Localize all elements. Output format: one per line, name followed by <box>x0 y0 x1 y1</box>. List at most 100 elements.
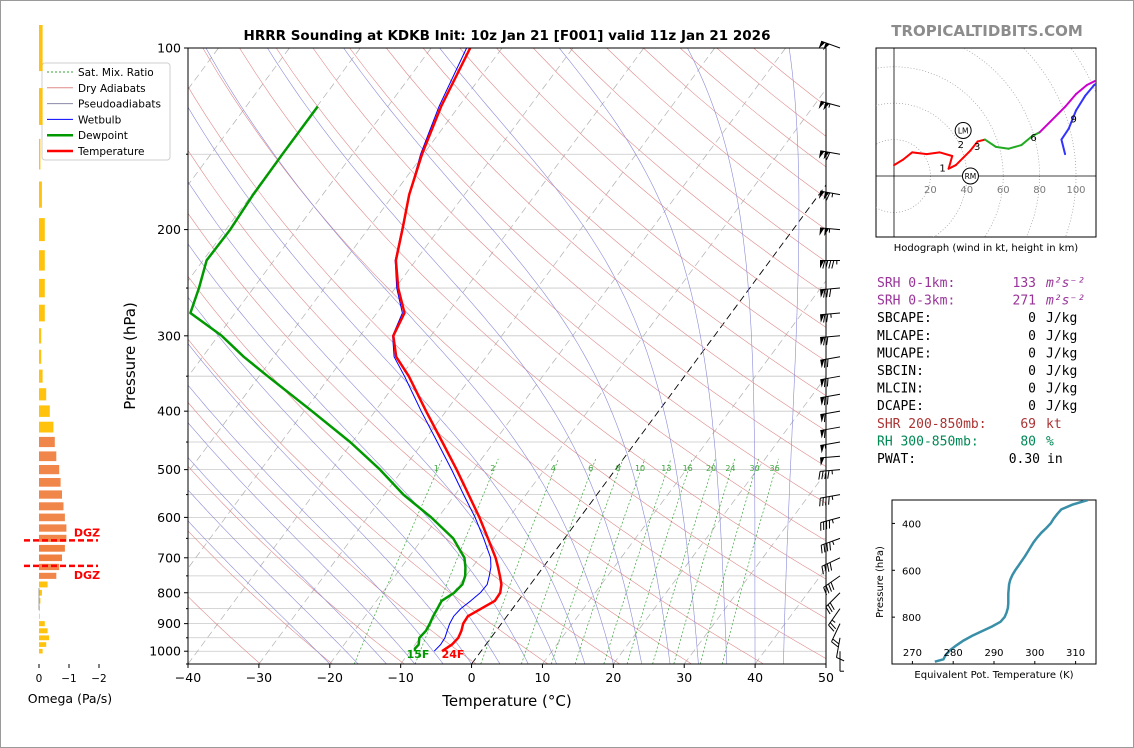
omega-tick-label: 0 <box>36 673 43 685</box>
wind-barb <box>831 623 841 648</box>
omega-bar <box>39 513 65 522</box>
omega-bar <box>39 490 62 499</box>
omega-bar <box>39 304 45 322</box>
mixing-ratio-label: 8 <box>616 464 621 473</box>
wind-barb <box>828 608 841 632</box>
pseudoadiabat <box>687 48 756 664</box>
theta-e-y-label: Pressure (hPa) <box>875 546 886 618</box>
parameter-label: SBCAPE: <box>877 311 932 326</box>
omega-bar <box>39 405 50 417</box>
dry-adiabat <box>422 48 826 396</box>
theta-e-x-label: Equivalent Pot. Temperature (K) <box>914 670 1073 681</box>
wind-barb <box>820 426 841 439</box>
parameter-row: DCAPE: 0 J/kg <box>877 399 1077 414</box>
hodograph-segment <box>902 151 914 161</box>
mixing-ratio-line <box>652 458 716 664</box>
hodograph-segment <box>969 140 979 152</box>
mixing-ratio-label: 30 <box>749 464 759 473</box>
legend-entry: Dewpoint <box>78 130 128 142</box>
y-tick-label: 700 <box>157 550 181 565</box>
hodograph-segment <box>1060 138 1067 156</box>
omega-bar <box>39 451 57 462</box>
wind-barb <box>820 335 841 346</box>
x-tick-label: −40 <box>175 670 201 685</box>
omega-bar <box>39 589 42 596</box>
omega-bar <box>39 278 45 298</box>
parameter-value: 0.30 <box>1009 452 1040 467</box>
pseudoadiabat <box>188 489 359 664</box>
wind-barb <box>820 441 841 454</box>
parameter-value: 80 <box>1020 434 1036 449</box>
theta-e-x-tick-label: 290 <box>984 648 1003 659</box>
mixing-ratio-label: 10 <box>635 464 645 473</box>
wind-barb <box>818 100 841 111</box>
mixing-ratio-line <box>550 458 624 664</box>
omega-tick-label: −2 <box>91 673 106 685</box>
parameter-row: SBCIN: 0 J/kg <box>877 364 1077 379</box>
parameter-label: RH 300-850mb: <box>877 434 979 449</box>
omega-bar <box>39 388 47 401</box>
hodograph-segment <box>1098 78 1105 80</box>
hodograph-height-label: 6 <box>1030 133 1036 144</box>
chart-legend: Sat. Mix. Ratio Dry Adiabats Pseudoadiabat… <box>41 62 171 161</box>
wind-barb <box>820 375 841 388</box>
parameter-value: 0 <box>1028 329 1036 344</box>
legend-entry: Pseudoadiabats <box>78 99 161 111</box>
parameter-value: 0 <box>1028 382 1036 397</box>
y-tick-label: 200 <box>157 222 181 237</box>
dry-adiabat <box>349 48 826 467</box>
hodograph-segment <box>1060 127 1070 141</box>
pseudoadiabat <box>188 296 501 664</box>
mixing-ratio-label: 4 <box>551 464 556 473</box>
wind-barb <box>818 469 841 480</box>
wind-barb <box>819 227 841 237</box>
omega-bar <box>39 181 42 208</box>
omega-bar <box>39 465 60 475</box>
omega-panel: DGZ DGZ 0 −1 −2 Omega (Pa/s) <box>24 25 112 706</box>
x-tick-label: −10 <box>387 670 413 685</box>
wind-barb <box>839 651 844 672</box>
theta-e-line <box>934 500 1089 663</box>
hodograph-segment <box>1064 93 1077 108</box>
wind-barb <box>825 592 841 615</box>
surface-temperature-label: 24F <box>442 648 465 661</box>
dry-adiabat <box>188 149 764 664</box>
parameter-label: SRH 0-3km: <box>877 294 955 309</box>
dry-adiabat <box>188 85 826 659</box>
parameter-row: SRH 0-1km: 133 m²s⁻² <box>877 276 1085 291</box>
parameter-label: SBCIN: <box>877 364 924 379</box>
omega-bar <box>39 563 60 571</box>
wind-barb <box>818 40 841 51</box>
mixing-ratio-line <box>699 458 759 664</box>
omega-bar <box>39 621 45 627</box>
omega-bar <box>39 436 55 448</box>
dewpoint-line <box>189 105 467 652</box>
dry-adiabat <box>312 48 826 504</box>
isotherm <box>188 48 503 473</box>
omega-bar <box>39 502 64 511</box>
hodograph-tick-label: 100 <box>1066 185 1085 196</box>
mixing-ratio-label: 2 <box>490 464 495 473</box>
dgz-label-bottom: DGZ <box>74 569 100 582</box>
dry-adiabat <box>188 212 692 664</box>
mixing-ratio-label: 36 <box>769 464 779 473</box>
wind-barbs <box>818 38 845 672</box>
omega-bar <box>39 328 42 344</box>
pseudoadiabat <box>188 384 444 664</box>
dry-adiabat <box>496 48 826 328</box>
mixing-ratio-line <box>721 458 779 664</box>
dry-adiabat <box>188 596 261 664</box>
omega-axis-label: Omega (Pa/s) <box>28 691 112 706</box>
pseudoadiabat <box>439 48 699 664</box>
wind-barb <box>820 356 841 369</box>
parameter-row: SHR 200-850mb: 69 kt <box>877 417 1062 432</box>
parameter-unit: J/kg <box>1046 311 1077 326</box>
parameters-panel: SRH 0-1km: 133 m²s⁻² SRH 0-3km: 271 m²s⁻² SBCA… <box>877 276 1085 467</box>
omega-bar <box>39 250 45 271</box>
isotherm <box>471 184 826 664</box>
omega-bar <box>39 581 48 588</box>
theta-e-y-tick-label: 800 <box>902 613 921 624</box>
x-tick-label: 50 <box>818 670 834 685</box>
pseudoadiabat <box>188 456 387 664</box>
wind-barb <box>818 190 841 201</box>
